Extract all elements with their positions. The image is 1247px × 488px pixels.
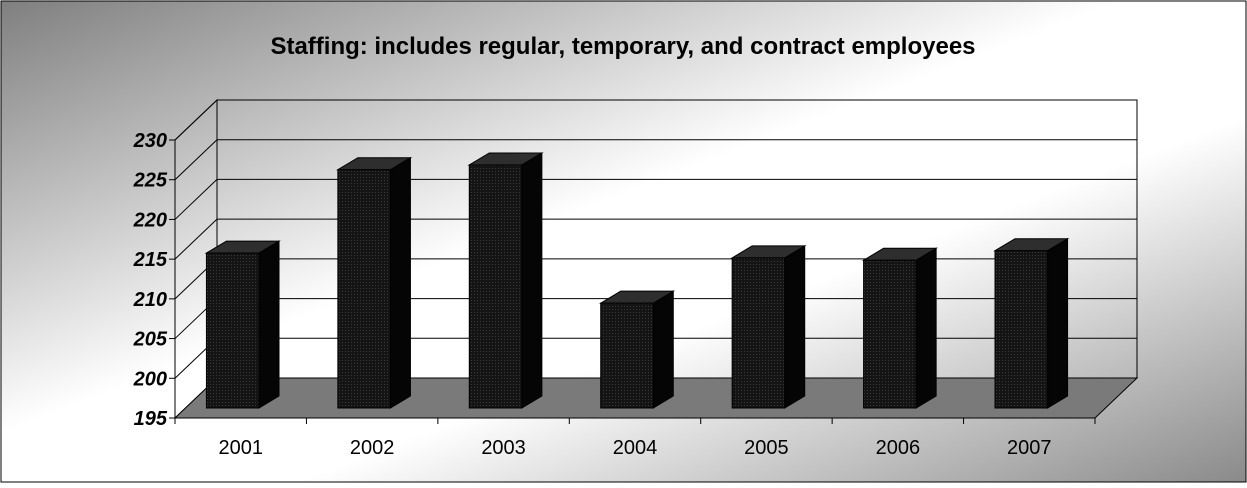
gridline — [174, 99, 1137, 141]
bar-2003 — [467, 152, 544, 409]
x-tick-label: 2004 — [613, 437, 658, 459]
bar-front — [468, 164, 523, 409]
x-tick-label: 2005 — [744, 437, 789, 459]
plot-area: 195 200 205 210 215 220 225 230 2001 2002 2003 2004… — [133, 98, 1139, 459]
bar-2001 — [204, 240, 281, 409]
gridline — [174, 218, 1137, 260]
y-tick-label: 215 — [133, 249, 168, 271]
bar-side — [784, 244, 806, 409]
bar-side — [389, 156, 411, 409]
y-tick-label: 225 — [133, 170, 168, 192]
bar-2002 — [336, 156, 413, 409]
bar-side — [258, 240, 280, 409]
y-tick-label: 205 — [133, 329, 168, 351]
bar-side — [915, 247, 937, 409]
bar-front — [994, 250, 1049, 409]
y-tick-label: 210 — [133, 289, 167, 311]
bar-front — [600, 302, 654, 409]
x-tick-label: 2001 — [218, 437, 263, 459]
x-tick-label: 2006 — [876, 437, 921, 459]
x-tick-label: 2007 — [1007, 437, 1052, 459]
y-tick-label: 195 — [134, 408, 168, 430]
bar-side — [1047, 237, 1069, 409]
y-tick-label: 200 — [133, 368, 167, 390]
y-tick-label: 220 — [133, 209, 167, 231]
x-tick-label: 2002 — [350, 437, 395, 459]
y-tick-label: 230 — [133, 130, 167, 152]
x-tick-label: 2003 — [481, 437, 526, 459]
bar-front — [731, 257, 786, 409]
bar-2007 — [993, 237, 1070, 409]
bar-side — [521, 152, 543, 409]
bar-front — [337, 169, 391, 409]
bar-2005 — [730, 244, 807, 409]
bar-2004 — [598, 290, 676, 409]
bar-front — [863, 259, 917, 409]
gridline — [174, 139, 1137, 181]
bar-side — [652, 290, 674, 409]
gridline — [174, 178, 1137, 220]
bar-front — [205, 252, 260, 409]
chart-title: Staffing: includes regular, temporary, a… — [270, 33, 975, 60]
bar-2006 — [861, 247, 938, 409]
